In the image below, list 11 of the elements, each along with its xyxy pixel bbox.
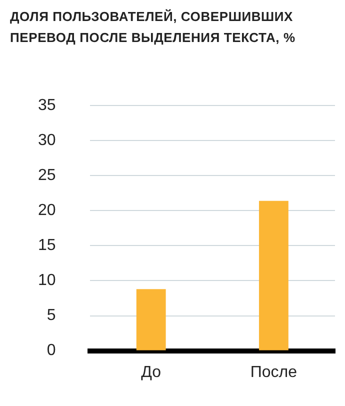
y-tick-label: 15 (38, 237, 56, 254)
y-tick-label: 0 (46, 342, 56, 360)
y-tick-label: 25 (38, 167, 56, 184)
y-tick-label: 30 (38, 132, 56, 150)
y-tick-label: 10 (38, 272, 56, 290)
y-tick-label: 35 (38, 97, 56, 114)
chart-title: ДОЛЯ ПОЛЬЗОВАТЕЛЕЙ, СОВЕРШИВШИХ ПЕРЕВОД ПОСЛЕ ВЫДЕЛЕНИЯ ТЕКСТА, % (10, 8, 296, 47)
y-tick-label: 5 (46, 307, 56, 324)
x-tick-label: До (141, 364, 162, 381)
x-tick-label: После (250, 364, 298, 381)
y-tick-label: 20 (38, 202, 56, 220)
